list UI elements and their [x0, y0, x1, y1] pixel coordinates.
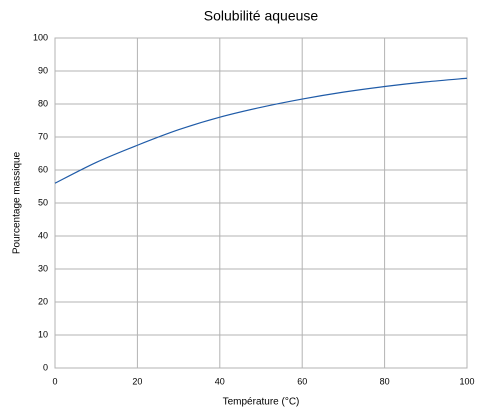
x-tick-label: 80	[380, 376, 390, 386]
x-tick-label: 20	[132, 376, 142, 386]
y-tick-label: 40	[38, 230, 48, 240]
y-tick-label: 60	[38, 164, 48, 174]
x-axis-label: Température (°C)	[223, 397, 300, 408]
y-tick-label: 90	[38, 65, 48, 75]
y-tick-label: 0	[43, 362, 48, 372]
chart-title: Solubilité aqueuse	[204, 8, 319, 24]
y-tick-label: 50	[38, 197, 48, 207]
y-tick-label: 100	[33, 32, 48, 42]
y-tick-label: 20	[38, 296, 48, 306]
x-tick-label: 40	[215, 376, 225, 386]
y-tick-label: 70	[38, 131, 48, 141]
plot-frame	[54, 37, 468, 369]
x-tick-label: 60	[297, 376, 307, 386]
y-axis-label: Pourcentage massique	[12, 151, 23, 254]
x-tick-label: 100	[459, 376, 474, 386]
y-tick-label: 30	[38, 263, 48, 273]
y-tick-label: 10	[38, 329, 48, 339]
y-tick-label: 80	[38, 98, 48, 108]
x-tick-label: 0	[52, 376, 57, 386]
data-line	[54, 77, 468, 184]
